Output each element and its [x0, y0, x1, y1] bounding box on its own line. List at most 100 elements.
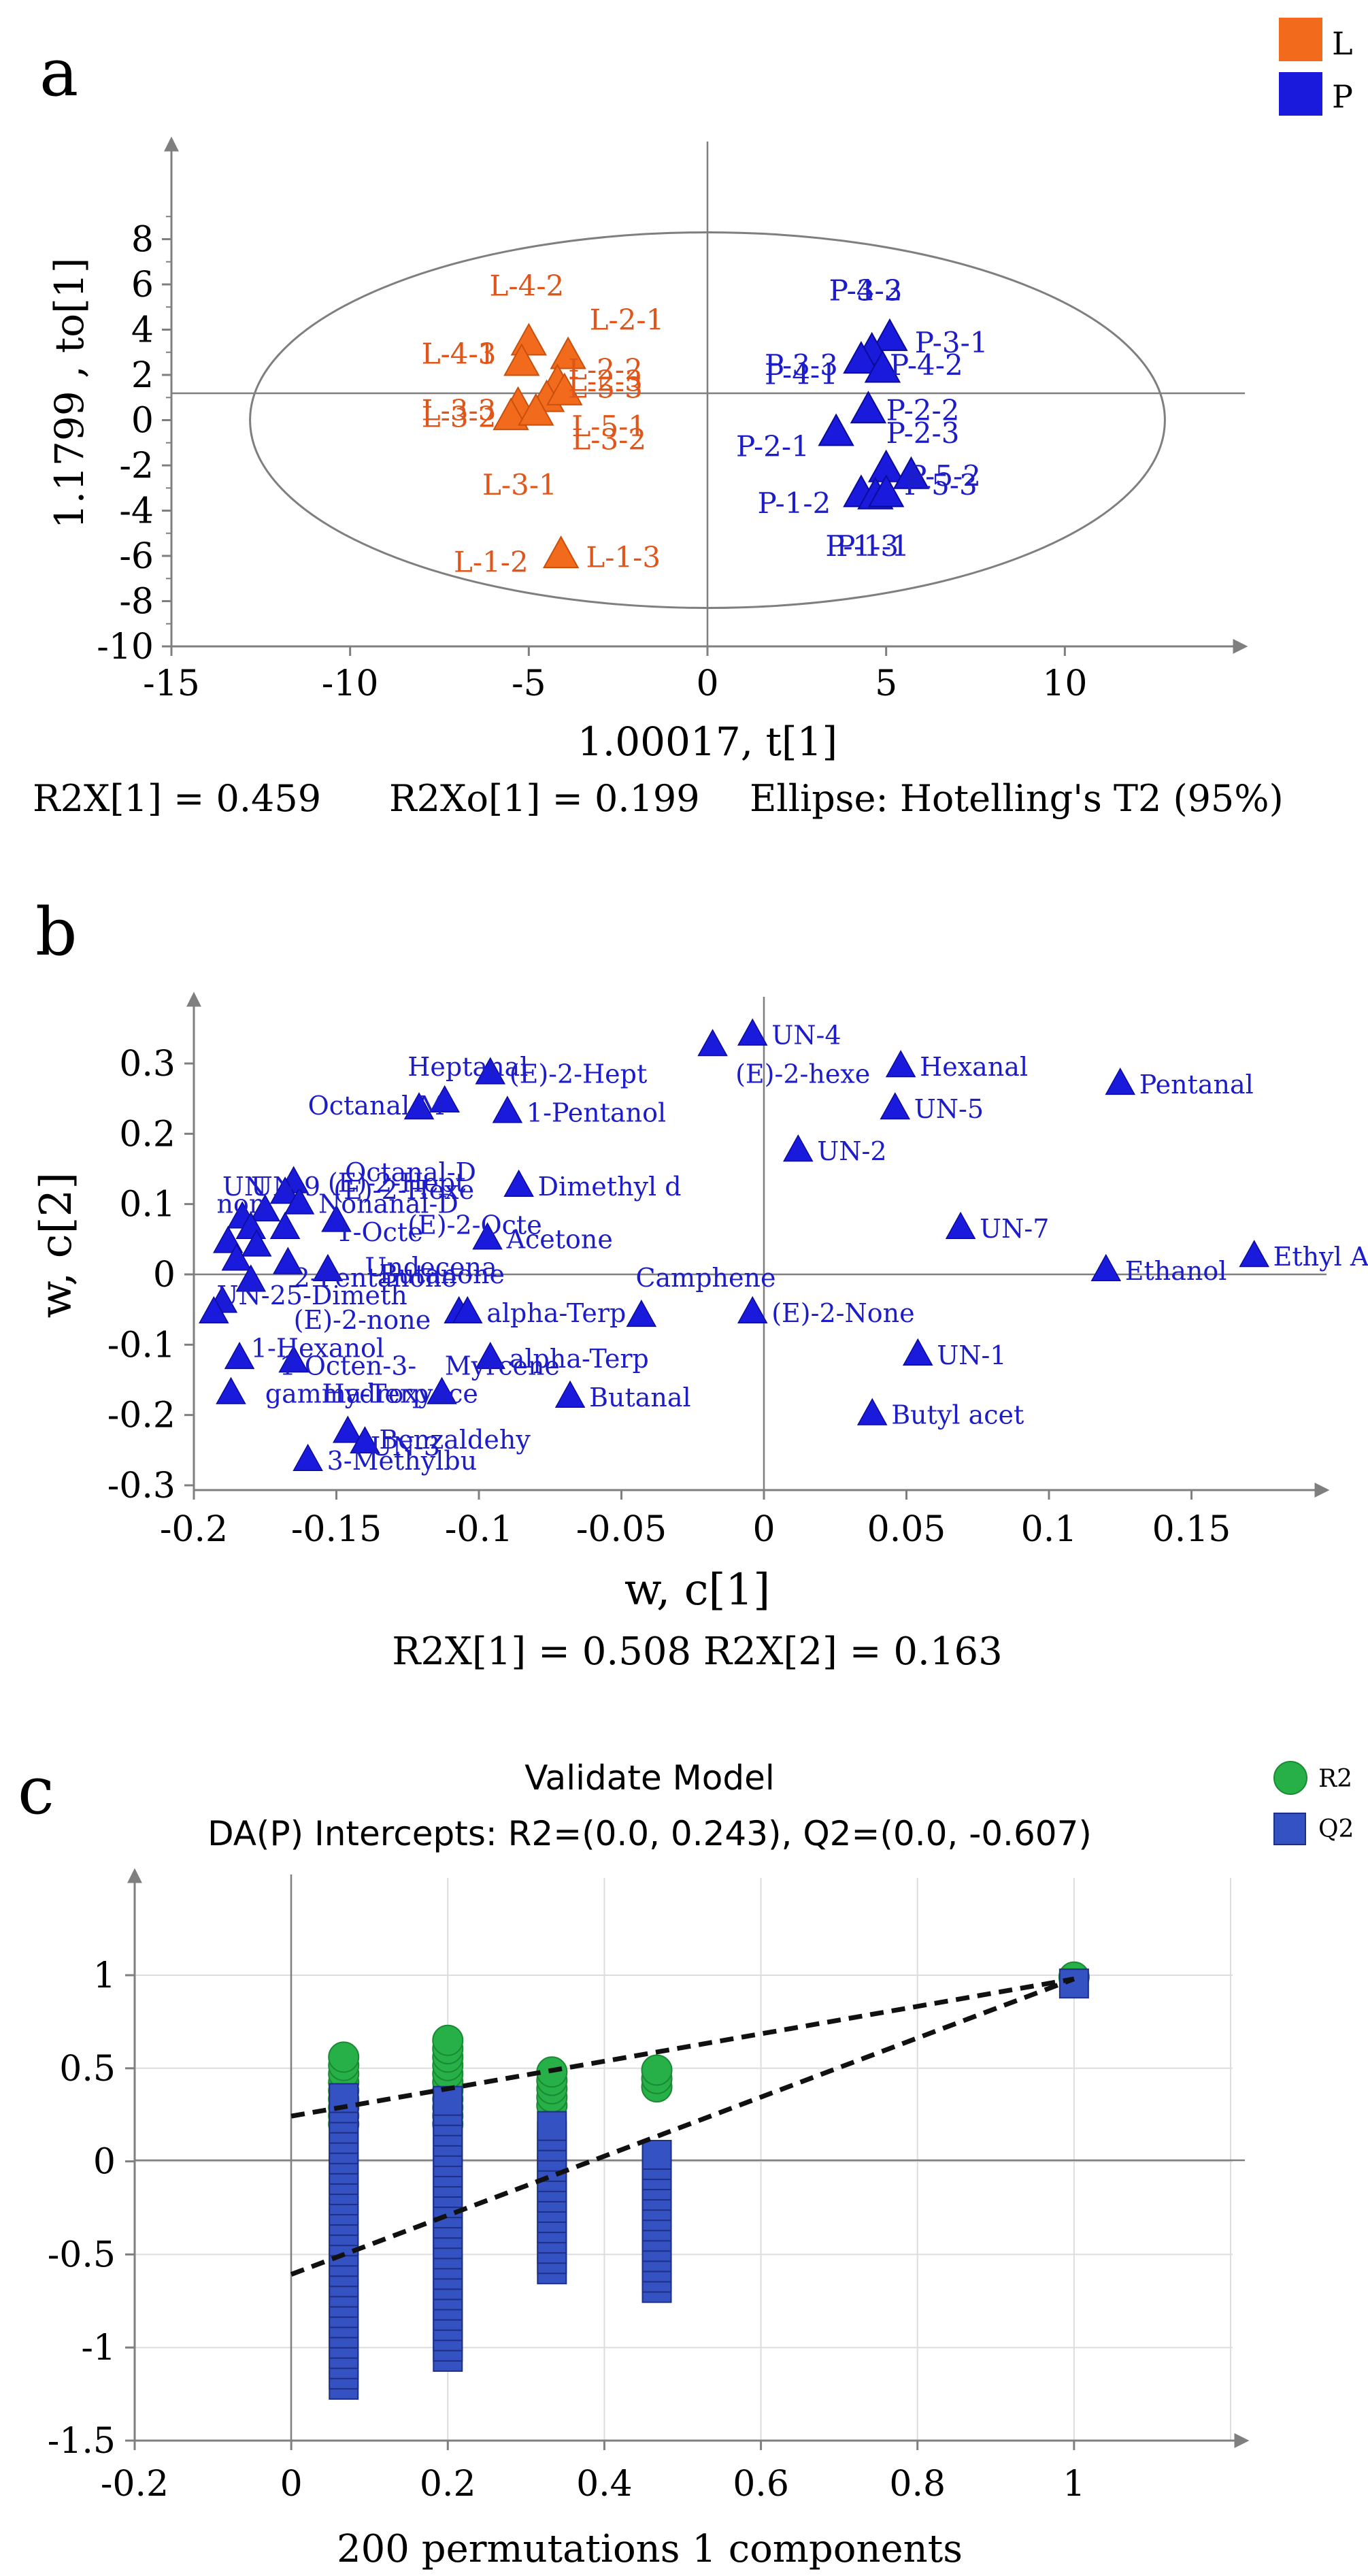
loading-point — [554, 1380, 586, 1408]
loading-label: UN-9 — [251, 1172, 320, 1202]
x-tick-label-c: 0.6 — [733, 2464, 789, 2505]
loading-label: UN — [222, 1172, 267, 1202]
point-p — [871, 318, 908, 351]
loading-label: UN-7 — [980, 1214, 1049, 1244]
y-tick-label-a: -4 — [119, 491, 154, 532]
loading-point — [880, 1092, 911, 1120]
x-tick-label-b: -0.1 — [445, 1509, 513, 1550]
loading-label: Undecena — [365, 1253, 497, 1283]
y-tick-label-b: 0.2 — [119, 1114, 176, 1155]
loading-point — [278, 1345, 309, 1373]
x-tick-label-a: 0 — [696, 663, 718, 704]
y-tick-label-b: 0 — [153, 1255, 176, 1295]
point-label-a: L-1-2 — [454, 545, 529, 578]
x-tick-label-a: -15 — [143, 663, 200, 704]
y-tick-label-c: -1.5 — [48, 2421, 116, 2462]
point-label-a: L-3-1 — [482, 468, 557, 501]
loading-point — [269, 1211, 301, 1239]
regression-line-q2 — [290, 1977, 1075, 2277]
loading-point — [783, 1134, 814, 1162]
loading-point — [503, 1169, 534, 1197]
y-tick-label-a: 2 — [131, 355, 154, 396]
point-label-a: L-2-1 — [590, 303, 665, 337]
hotelling-ellipse — [249, 231, 1166, 609]
loading-label: Octanal-D — [345, 1157, 476, 1187]
point-label-a: L-4-1 — [422, 337, 497, 370]
point-label-a: P-2-2 — [886, 394, 960, 427]
point-label-a: L-3-2 — [571, 423, 646, 457]
y-tick-label-a: -8 — [119, 582, 154, 623]
y-tick-label-b: 0.1 — [119, 1185, 176, 1225]
y-tick-label-a: -6 — [119, 536, 154, 577]
panel-c-label: c — [18, 1753, 54, 1829]
x-tick-label-a: 5 — [875, 663, 897, 704]
x-tick-label-c: 0.4 — [576, 2464, 633, 2505]
loading-point — [1105, 1068, 1136, 1095]
footer-r2x-a: R2X[1] = 0.459 — [33, 777, 321, 820]
title-c: Validate Model — [524, 1758, 775, 1798]
r2-point — [641, 2054, 673, 2086]
subtitle-c: DA(P) Intercepts: R2=(0.0, 0.243), Q2=(0… — [207, 1814, 1092, 1853]
loading-point — [1239, 1240, 1269, 1268]
y-tick-label-c: 0.5 — [59, 2049, 116, 2090]
point-p — [867, 474, 905, 508]
loading-label: Pentanal — [1139, 1070, 1254, 1100]
point-label-a: P-4-2 — [890, 348, 963, 382]
loading-label: UN-25-Dimeth — [217, 1281, 407, 1310]
point-label-a: P-5-2 — [907, 459, 981, 493]
panel-c: c Validate Model DA(P) Intercepts: R2=(0… — [18, 1753, 1354, 2571]
point-label-a: L-2-2 — [568, 353, 643, 386]
loading-label: (E)-2-hexe — [735, 1059, 870, 1089]
loading-label: Dimethyl d — [538, 1172, 682, 1202]
loading-point — [885, 1050, 916, 1078]
loading-point — [321, 1204, 352, 1232]
legend-r2-marker — [1273, 1761, 1307, 1795]
x-tick-label-b: -0.15 — [291, 1509, 382, 1550]
loading-label: (E)-2-Hexe — [333, 1175, 474, 1205]
loading-label: (E)-2-Octe — [407, 1210, 541, 1240]
point-label-a: P-2-1 — [736, 430, 810, 463]
loading-point — [332, 1415, 363, 1443]
loading-point — [626, 1300, 657, 1327]
legend-q2-label: Q2 — [1318, 1815, 1354, 1843]
y-tick-label-a: 6 — [131, 265, 154, 306]
footer-ellipse-a: Ellipse: Hotelling's T2 (95%) — [750, 777, 1284, 820]
legend-l-swatch — [1279, 18, 1322, 61]
point-l — [503, 343, 540, 376]
x-tick-label-c: 1 — [1063, 2464, 1085, 2505]
point-label-a: P-4-3 — [829, 274, 903, 307]
loading-point — [312, 1253, 344, 1281]
loading-label: UN-4 — [771, 1021, 841, 1051]
point-label-a: L-3-2 — [422, 400, 497, 433]
q2-point — [537, 2111, 567, 2141]
point-p — [864, 350, 901, 383]
x-tick-label-a: -5 — [512, 663, 546, 704]
q2-point — [433, 2085, 463, 2116]
loading-point — [224, 1342, 255, 1370]
point-label-a: P-3-3 — [765, 348, 838, 382]
loading-point — [216, 1376, 246, 1404]
point-label-a: P-4-1 — [765, 357, 838, 391]
loading-label: Ethyl Acet — [1273, 1242, 1368, 1272]
r2-point — [328, 2041, 360, 2073]
point-label-a: P-1-1 — [836, 529, 910, 563]
loading-point — [475, 1057, 506, 1085]
x-tick-label-c: 0.2 — [420, 2464, 476, 2505]
point-label-a: L-5-1 — [571, 410, 646, 443]
point-l — [550, 336, 586, 369]
point-l — [542, 535, 580, 569]
loading-label: UN-2 — [817, 1136, 886, 1166]
y-tick-label-c: 0 — [93, 2142, 116, 2183]
loading-label: (E)-2-none — [294, 1305, 431, 1335]
legend-a: L P — [1279, 18, 1353, 116]
q2-point — [641, 2140, 672, 2170]
loading-point — [737, 1295, 768, 1323]
point-label-a: L-5-3 — [568, 371, 643, 404]
point-p — [892, 456, 930, 489]
legend-p-swatch — [1279, 72, 1322, 116]
point-label-a: P-1-3 — [825, 529, 899, 563]
q2-actual-point — [1058, 1968, 1089, 1999]
x-axis-label-a: 1.00017, t[1] — [578, 719, 837, 765]
loading-label: Hexanal — [920, 1052, 1028, 1082]
y-axis-label-b: w, c[2] — [31, 1172, 82, 1318]
